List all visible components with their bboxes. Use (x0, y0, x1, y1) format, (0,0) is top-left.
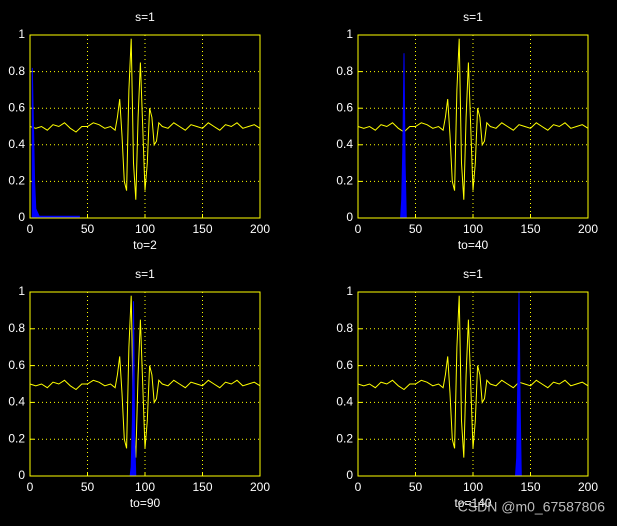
y-tick-label: 0.8 (8, 321, 25, 335)
x-tick-label: 150 (520, 222, 540, 236)
axes-box (29, 291, 261, 477)
signal-line (357, 38, 589, 200)
x-tick-label: 200 (250, 480, 270, 494)
x-axis-label: to=140 (454, 496, 491, 510)
y-tick-label: 1 (346, 284, 353, 298)
y-tick-label: 0 (346, 210, 353, 224)
y-tick-label: 0.4 (336, 137, 353, 151)
x-tick-label: 50 (409, 222, 423, 236)
x-tick-label: 100 (135, 480, 155, 494)
y-tick-label: 0.6 (336, 100, 353, 114)
y-tick-label: 0.2 (336, 431, 353, 445)
x-tick-label: 50 (81, 222, 95, 236)
x-tick-label: 100 (135, 222, 155, 236)
watermark: CSDN @m0_67587806 (458, 499, 606, 515)
x-tick-label: 0 (355, 222, 362, 236)
chart-title: s=1 (135, 267, 155, 281)
y-tick-label: 0 (346, 468, 353, 482)
axes-box (357, 291, 589, 477)
x-tick-label: 200 (578, 222, 598, 236)
chart-title: s=1 (463, 267, 483, 281)
chart-title: s=1 (463, 10, 483, 24)
axes-box (29, 34, 261, 219)
x-tick-label: 100 (463, 480, 483, 494)
x-tick-label: 200 (578, 480, 598, 494)
y-tick-label: 1 (346, 27, 353, 41)
y-tick-label: 1 (18, 27, 25, 41)
x-tick-label: 0 (27, 480, 34, 494)
y-tick-label: 0.6 (336, 358, 353, 372)
y-tick-label: 0 (18, 210, 25, 224)
x-axis-label: to=40 (458, 238, 489, 252)
y-tick-label: 0.2 (8, 431, 25, 445)
y-tick-label: 0.6 (8, 100, 25, 114)
x-tick-label: 150 (192, 480, 212, 494)
y-tick-label: 0.4 (8, 395, 25, 409)
x-tick-label: 0 (355, 480, 362, 494)
x-axis-label: to=90 (130, 496, 161, 510)
x-tick-label: 50 (409, 480, 423, 494)
y-tick-label: 0.2 (336, 174, 353, 188)
signal-line (29, 295, 261, 458)
y-tick-label: 0.4 (8, 137, 25, 151)
signal-line (29, 38, 261, 200)
y-tick-label: 0.6 (8, 358, 25, 372)
y-tick-label: 1 (18, 284, 25, 298)
y-tick-label: 0.2 (8, 174, 25, 188)
y-tick-label: 0 (18, 468, 25, 482)
y-tick-label: 0.8 (336, 321, 353, 335)
wavelet-area (31, 67, 80, 219)
x-tick-label: 150 (192, 222, 212, 236)
x-tick-label: 200 (250, 222, 270, 236)
axes-box (357, 34, 589, 219)
x-tick-label: 50 (81, 480, 95, 494)
x-tick-label: 150 (520, 480, 540, 494)
y-tick-label: 0.8 (8, 64, 25, 78)
x-tick-label: 100 (463, 222, 483, 236)
y-tick-label: 0.8 (336, 64, 353, 78)
chart-title: s=1 (135, 10, 155, 24)
signal-line (357, 295, 589, 458)
x-tick-label: 0 (27, 222, 34, 236)
x-axis-label: to=2 (133, 238, 157, 252)
y-tick-label: 0.4 (336, 395, 353, 409)
